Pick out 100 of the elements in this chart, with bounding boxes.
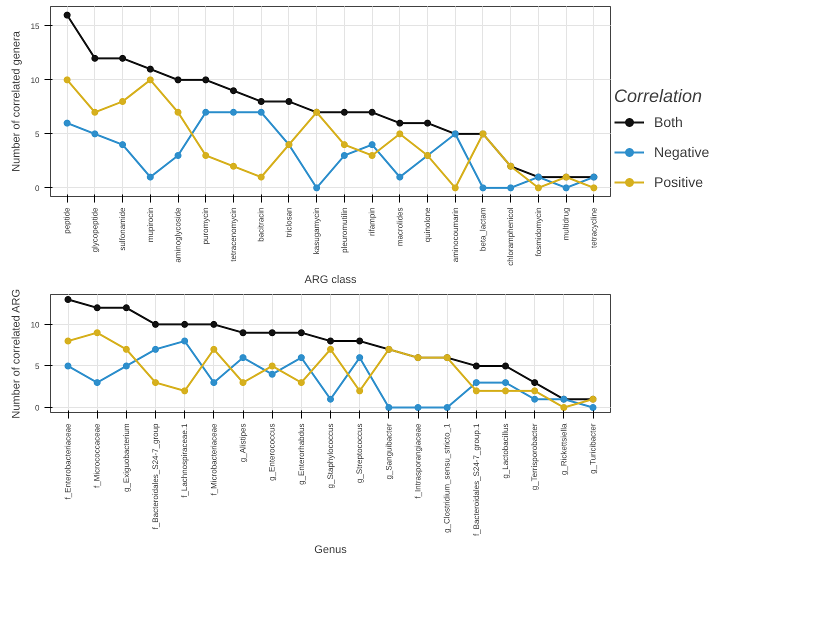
point [356, 338, 364, 345]
point [91, 108, 98, 116]
point [368, 152, 376, 159]
point [152, 346, 159, 353]
x-tick-label: f_Enterobacteriaceae [64, 422, 72, 500]
point [327, 338, 334, 345]
x-tick-label: g_Rickettsiella [559, 422, 568, 476]
point [298, 329, 305, 336]
point [414, 404, 422, 412]
x-tick-label: mupirocin [146, 207, 155, 242]
y-tick-label: 10 [30, 76, 40, 85]
x-tick-label: g_Staphylococcus [326, 423, 335, 488]
point [424, 120, 432, 127]
point [202, 76, 210, 84]
point [562, 184, 570, 192]
x-tick-label: fosmidomycin [534, 207, 543, 256]
point [340, 108, 348, 116]
x-tick-label: aminocoumarin [450, 207, 460, 262]
point [202, 152, 210, 159]
legend-label: Both [654, 114, 683, 130]
point [258, 174, 265, 181]
y-tick-label: 0 [35, 184, 40, 193]
x-tick-label: g_Exiguobacterium [122, 423, 131, 492]
point [146, 76, 154, 84]
point [560, 404, 568, 412]
x-tick-label: f_Microbacteriaceae [209, 422, 218, 496]
point [258, 98, 265, 105]
point [396, 120, 404, 127]
x-tick-label: g_Lactobacillus [501, 423, 510, 479]
x-tick-label: rifampin [368, 208, 377, 236]
x-tick-label: f_Micrococcaceae [92, 422, 102, 488]
x-axis-title: ARG class [304, 274, 357, 286]
point [240, 354, 246, 362]
point [240, 329, 246, 336]
x-tick-label: macrolides [395, 207, 404, 246]
legend-title: Correlation [614, 86, 704, 107]
x-tick-label: g_Alistipes [238, 424, 248, 462]
point [91, 54, 98, 62]
point [122, 346, 130, 353]
point [119, 98, 126, 105]
x-tick-label: sulfonamide [118, 206, 128, 251]
point [210, 379, 218, 386]
point [240, 379, 246, 386]
point [119, 54, 126, 62]
point [258, 108, 265, 116]
x-tick-label: pleuromutilin [340, 207, 349, 253]
y-tick-label: 5 [35, 362, 40, 371]
point [298, 354, 305, 362]
point [268, 370, 276, 378]
point [64, 76, 71, 84]
point [152, 320, 159, 328]
point [210, 346, 218, 353]
point [210, 320, 218, 328]
x-tick-label: g_Turicibacter [588, 423, 598, 474]
point [181, 320, 188, 328]
point [340, 141, 348, 148]
point [64, 338, 72, 345]
point [94, 329, 101, 336]
point [298, 379, 305, 386]
point [64, 12, 71, 19]
point [340, 152, 348, 159]
x-tick-label: glycopeptide [90, 206, 100, 252]
x-tick-label: g_Streptococcus [355, 423, 364, 484]
point [230, 108, 237, 116]
point [590, 404, 596, 412]
point [268, 329, 276, 336]
point [202, 108, 210, 116]
point [230, 162, 237, 170]
x-tick-label: g_Sanguibacter [384, 423, 394, 480]
point [94, 379, 101, 386]
point [181, 387, 188, 394]
point [230, 87, 237, 94]
x-tick-label: kasugamycin [312, 208, 322, 254]
y-tick-label: 5 [35, 130, 40, 139]
point [146, 174, 154, 181]
x-tick-label: triclosan [284, 207, 294, 238]
legend-label: Negative [654, 144, 710, 160]
x-tick-label: puromycin [201, 207, 210, 244]
point [181, 338, 188, 345]
point [396, 130, 404, 138]
x-tick-label: g_Enterorhabdus [296, 423, 306, 485]
x-tick-label: tetracenomycin [228, 207, 238, 262]
point [452, 184, 459, 192]
point [285, 98, 292, 105]
point [356, 387, 364, 394]
point [479, 184, 486, 192]
x-tick-label: beta_lactam [478, 207, 488, 252]
x-tick-label: peptide [62, 206, 72, 234]
point [146, 66, 154, 73]
point [64, 296, 72, 303]
x-tick-label: quinolone [423, 206, 432, 242]
point [502, 362, 509, 370]
x-tick-label: multidrug [562, 207, 571, 240]
x-tick-label: f_Lachnospiraceae.1 [180, 422, 190, 498]
point [91, 130, 98, 138]
legend-label: Positive [654, 174, 704, 190]
x-tick-label: g_Terrisporobacter [530, 423, 540, 490]
point [531, 387, 538, 394]
point [368, 108, 376, 116]
point [531, 379, 538, 386]
